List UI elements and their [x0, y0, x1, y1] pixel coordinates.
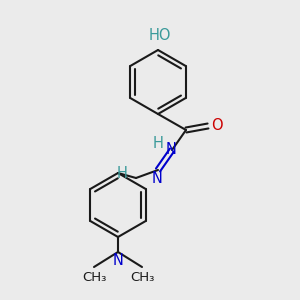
Text: O: O	[211, 118, 223, 134]
Text: CH₃: CH₃	[82, 271, 106, 284]
Text: N: N	[112, 253, 123, 268]
Text: H: H	[117, 166, 128, 181]
Text: N: N	[166, 142, 176, 157]
Text: HO: HO	[149, 28, 171, 43]
Text: H: H	[152, 136, 163, 152]
Text: CH₃: CH₃	[130, 271, 154, 284]
Text: N: N	[152, 171, 162, 186]
